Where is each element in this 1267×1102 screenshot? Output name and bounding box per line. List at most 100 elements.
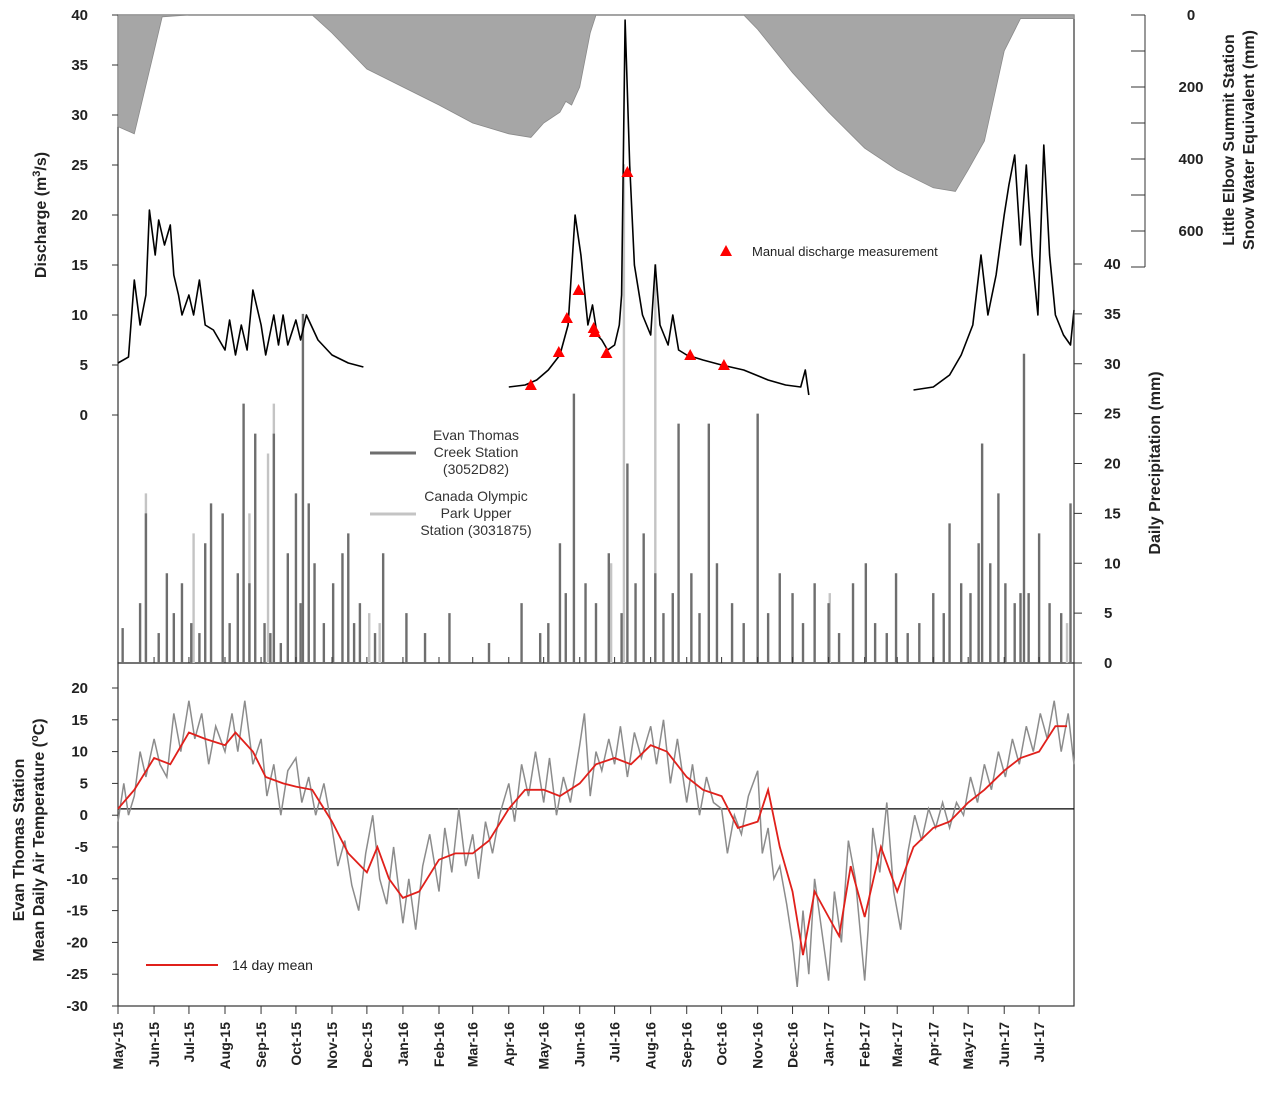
swe-area <box>117 14 1075 192</box>
swe-tick-label: 400 <box>1178 151 1203 168</box>
month-tick-label: Sep-15 <box>253 1022 269 1068</box>
legend-precip: Evan Thomas Creek Station (3052D82) Cana… <box>370 427 532 538</box>
discharge-tick-label: 30 <box>71 107 88 124</box>
manual-measurement-marker <box>560 312 573 323</box>
legend-14-day-mean: 14 day mean <box>146 957 313 973</box>
discharge-tick-label: 10 <box>71 307 88 324</box>
precip-tick-label: 15 <box>1104 505 1121 522</box>
legend-label-canada-olympic-1: Canada Olympic <box>424 488 528 504</box>
temp-axis-title-line1: Evan Thomas Station <box>11 759 28 922</box>
manual-measurement-marker <box>717 359 730 370</box>
discharge-tick-label: 25 <box>71 157 88 174</box>
month-tick-label: Feb-16 <box>431 1022 447 1067</box>
precip-tick-label: 40 <box>1104 256 1121 273</box>
temp-axis-title-line2: Mean Daily Air Temperature (oC) <box>29 718 48 961</box>
month-tick-label: Nov-15 <box>324 1022 340 1069</box>
discharge-line-segment <box>508 19 810 396</box>
month-tick-label: Jun-17 <box>996 1022 1012 1067</box>
legend-manual-measurement: Manual discharge measurement <box>720 244 938 259</box>
precip-tick-label: 10 <box>1104 555 1121 572</box>
manual-measurement-marker <box>524 379 537 390</box>
legend-label-canada-olympic-2: Park Upper <box>441 505 512 521</box>
swe-axis-title-line1: Little Elbow Summit Station <box>1221 34 1238 246</box>
manual-measurement-marker <box>588 326 601 337</box>
legend-label-manual-measurement: Manual discharge measurement <box>752 244 938 259</box>
month-tick-label: Mar-16 <box>465 1022 481 1067</box>
month-tick-label: Aug-15 <box>217 1022 233 1070</box>
discharge-axis-title: Discharge (m3/s) <box>31 152 50 278</box>
temperature-tick-label: 20 <box>71 680 88 697</box>
discharge-tick-label: 35 <box>71 57 88 74</box>
temperature-tick-label: 5 <box>80 775 88 792</box>
discharge-tick-label: 20 <box>71 207 88 224</box>
manual-measurement-markers-layer <box>524 166 730 390</box>
temperature-tick-label: -30 <box>66 998 88 1015</box>
month-tick-label: May-15 <box>110 1022 126 1070</box>
temperature-tick-label: 0 <box>80 807 88 824</box>
legend-triangle-marker <box>720 245 732 256</box>
temperature-tick-label: -5 <box>75 839 88 856</box>
month-tick-label: May-17 <box>960 1022 976 1070</box>
discharge-line-segment <box>117 209 364 368</box>
month-tick-label: Mar-17 <box>889 1022 905 1067</box>
manual-measurement-marker <box>600 347 613 358</box>
month-tick-label: Dec-16 <box>785 1022 801 1068</box>
fourteen-day-mean-line <box>117 725 1067 956</box>
temperature-tick-label: -25 <box>66 966 88 983</box>
temperature-tick-label: -20 <box>66 934 88 951</box>
swe-tick-label: 200 <box>1178 79 1203 96</box>
legend-label-evan-thomas-3: (3052D82) <box>443 461 509 477</box>
manual-measurement-marker <box>572 284 585 295</box>
month-tick-label: Apr-17 <box>925 1022 941 1067</box>
swe-axis-title-line2: Snow Water Equivalent (mm) <box>1241 30 1258 250</box>
swe-tick-label: 0 <box>1187 7 1195 24</box>
discharge-tick-label: 40 <box>71 7 88 24</box>
precip-tick-label: 5 <box>1104 605 1112 622</box>
daily-temperature-line <box>117 700 1075 987</box>
axes-layer: 0510152025303540051015202530354002004006… <box>66 7 1203 1069</box>
precipitation-bars-layer <box>121 164 1072 663</box>
month-tick-label: Aug-16 <box>643 1022 659 1070</box>
legend-label-evan-thomas-2: Creek Station <box>434 444 519 460</box>
legend-label-evan-thomas-1: Evan Thomas <box>433 427 519 443</box>
month-tick-label: Oct-15 <box>288 1022 304 1066</box>
month-tick-label: Jul-15 <box>181 1022 197 1063</box>
legend-label-canada-olympic-3: Station (3031875) <box>420 522 531 538</box>
lower-plot-frame <box>117 662 1075 1007</box>
discharge-tick-label: 5 <box>80 357 88 374</box>
temperature-lines-layer <box>117 700 1075 987</box>
temperature-tick-label: -10 <box>66 871 88 888</box>
discharge-line-layer <box>117 19 1075 396</box>
discharge-line-segment <box>913 144 1075 391</box>
month-tick-label: Feb-17 <box>857 1022 873 1067</box>
month-tick-label: Jun-16 <box>572 1022 588 1067</box>
precip-tick-label: 25 <box>1104 406 1121 423</box>
precip-tick-label: 20 <box>1104 456 1121 473</box>
temperature-tick-label: -15 <box>66 903 88 920</box>
month-tick-label: Jan-17 <box>821 1022 837 1067</box>
month-tick-label: Dec-15 <box>359 1022 375 1068</box>
discharge-tick-label: 0 <box>80 407 88 424</box>
month-tick-label: Jan-16 <box>395 1022 411 1067</box>
month-tick-label: Sep-16 <box>679 1022 695 1068</box>
swe-tick-label: 600 <box>1178 223 1203 240</box>
manual-measurement-marker <box>684 349 697 360</box>
swe-area-layer <box>117 14 1075 192</box>
precip-tick-label: 0 <box>1104 655 1112 672</box>
legend-label-14-day-mean: 14 day mean <box>232 957 313 973</box>
manual-measurement-marker <box>621 166 634 177</box>
temperature-tick-label: 10 <box>71 744 88 761</box>
precip-tick-label: 35 <box>1104 306 1121 323</box>
month-tick-label: Jun-15 <box>146 1022 162 1067</box>
manual-measurement-marker <box>552 346 565 357</box>
precip-tick-label: 30 <box>1104 356 1121 373</box>
month-tick-label: Nov-16 <box>750 1022 766 1069</box>
precip-axis-title: Daily Precipitation (mm) <box>1147 371 1164 554</box>
month-tick-label: Oct-16 <box>714 1022 730 1066</box>
month-tick-label: Jul-17 <box>1031 1022 1047 1063</box>
discharge-tick-label: 15 <box>71 257 88 274</box>
month-tick-label: Jul-16 <box>607 1022 623 1063</box>
month-tick-label: Apr-16 <box>501 1022 517 1067</box>
temperature-tick-label: 15 <box>71 712 88 729</box>
